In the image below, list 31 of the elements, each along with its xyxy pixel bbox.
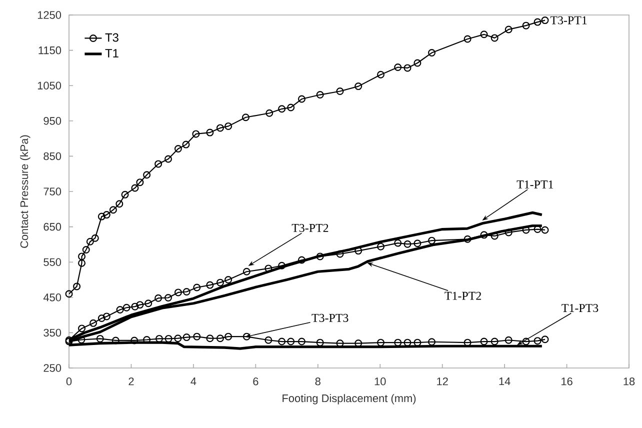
legend-label: T3 <box>105 33 118 42</box>
x-tick-label: 16 <box>562 378 572 386</box>
x-tick-label: 2 <box>128 378 134 386</box>
y-tick-label: 550 <box>44 258 62 266</box>
x-tick-label: 6 <box>253 378 258 386</box>
x-tick-label: 14 <box>499 378 510 386</box>
legend-label: T1 <box>105 49 118 58</box>
annotation: T1-PT1 <box>516 180 554 188</box>
annotation: T1-PT2 <box>444 292 481 300</box>
y-tick-label: 250 <box>44 364 62 372</box>
annotation: T1-PT3 <box>562 304 598 312</box>
x-tick-label: 18 <box>624 378 635 386</box>
y-tick-label: 650 <box>44 222 62 231</box>
y-tick-label: 1150 <box>38 46 62 54</box>
annotation: T3-PT2 <box>292 224 328 232</box>
x-axis-title: Footing Displacement (mm) <box>282 394 416 404</box>
x-tick-label: 10 <box>374 378 386 386</box>
y-tick-label: 750 <box>44 188 62 196</box>
y-tick-label: 850 <box>44 152 62 160</box>
annotation: T3-PT1 <box>550 16 587 24</box>
y-tick-label: 1250 <box>38 11 62 19</box>
y-tick-label: 350 <box>44 328 62 337</box>
y-tick-label: 450 <box>43 294 62 302</box>
x-tick-label: 8 <box>315 378 320 386</box>
annotation: T3-PT3 <box>312 314 348 322</box>
x-tick-label: 4 <box>190 378 196 386</box>
x-tick-label: 12 <box>437 378 448 386</box>
y-tick-label: 950 <box>44 117 62 125</box>
x-tick-label: 0 <box>66 378 72 386</box>
y-tick-label: 1050 <box>38 82 62 90</box>
y-axis-title: Contact Pressure (kPa) <box>20 135 30 248</box>
